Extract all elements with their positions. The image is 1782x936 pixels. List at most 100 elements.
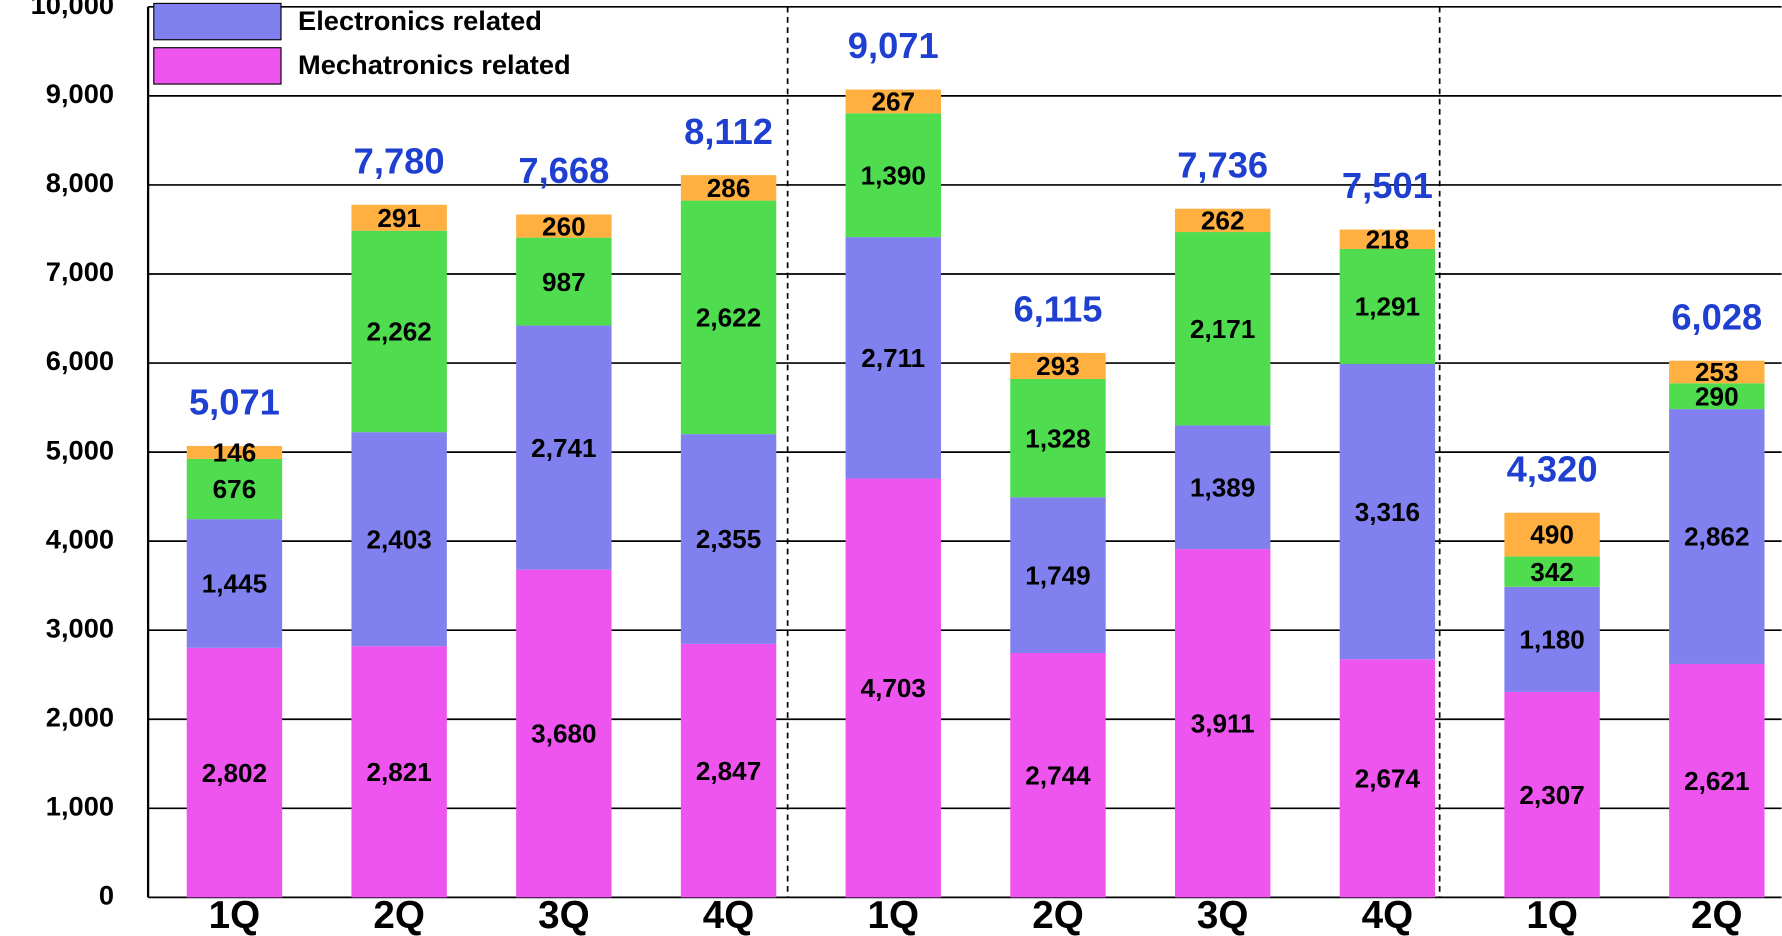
value-label: 987 <box>542 267 586 297</box>
legend-swatch <box>153 47 282 85</box>
value-label: 293 <box>1036 351 1080 381</box>
y-tick-label: 6,000 <box>46 345 114 376</box>
y-tick-label: 8,000 <box>46 167 114 198</box>
y-tick-label: 1,000 <box>46 791 114 822</box>
bar-segment <box>1339 248 1436 364</box>
bar-segment <box>1669 360 1765 384</box>
value-label: 291 <box>377 203 421 233</box>
bar-segment <box>1339 659 1436 898</box>
value-label: 1,328 <box>1025 423 1090 453</box>
value-label: 253 <box>1695 357 1739 387</box>
bar-segment <box>1504 691 1600 898</box>
y-tick-label: 5,000 <box>46 434 114 465</box>
value-label: 2,262 <box>366 317 431 347</box>
value-label: 2,862 <box>1684 522 1749 552</box>
total-label: 7,736 <box>1177 144 1268 185</box>
bar-segment <box>845 113 941 238</box>
value-label: 1,180 <box>1519 625 1584 655</box>
bar-segment <box>1339 363 1436 660</box>
value-label: 2,744 <box>1025 760 1091 790</box>
bar-segment <box>1669 383 1765 410</box>
value-label: 2,802 <box>202 758 267 788</box>
value-label: 676 <box>213 474 257 504</box>
value-label: 2,621 <box>1684 766 1749 796</box>
total-label: 9,071 <box>848 25 939 66</box>
value-label: 2,674 <box>1355 763 1421 793</box>
x-tick-label: 1Q <box>868 894 920 936</box>
y-tick-label: 0 <box>99 880 114 911</box>
value-label: 342 <box>1530 557 1574 587</box>
bar-segment <box>516 325 612 570</box>
bar-segment <box>516 569 612 898</box>
x-tick-label: 4Q <box>703 894 755 936</box>
total-label: 5,071 <box>189 382 280 423</box>
y-tick-label: 4,000 <box>46 523 114 554</box>
bar-segment <box>680 434 777 644</box>
bar-segment <box>1174 549 1271 898</box>
y-tick-label: 9,000 <box>46 78 114 109</box>
bar-segment <box>680 175 777 201</box>
value-label: 3,680 <box>531 719 596 749</box>
value-label: 490 <box>1530 520 1574 550</box>
y-tick-label: 3,000 <box>46 612 114 643</box>
value-label: 1,291 <box>1355 292 1420 322</box>
bar-segment <box>351 432 447 647</box>
bar-segment <box>1504 586 1600 692</box>
value-label: 267 <box>871 87 915 117</box>
bar-segment <box>845 237 941 479</box>
x-tick-label: 4Q <box>1362 894 1414 936</box>
bar-segment <box>845 478 941 898</box>
value-label: 3,911 <box>1191 708 1255 738</box>
bar-segment <box>845 89 941 114</box>
total-label: 7,668 <box>518 150 609 191</box>
bar-segment <box>351 646 447 898</box>
bar-segment <box>1010 352 1106 379</box>
y-tick-label: 2,000 <box>46 701 114 732</box>
x-tick-label: 3Q <box>538 894 590 936</box>
value-label: 146 <box>213 438 257 468</box>
value-label: 1,390 <box>861 160 926 190</box>
value-label: 2,821 <box>366 757 431 787</box>
value-label: 2,741 <box>531 433 596 463</box>
value-label: 262 <box>1201 206 1245 236</box>
bar-segment <box>351 230 447 433</box>
x-tick-label: 2Q <box>1032 894 1084 936</box>
value-label: 2,622 <box>696 303 761 333</box>
total-label: 8,112 <box>684 111 773 152</box>
bar-segment <box>516 214 612 238</box>
bar-segment <box>1010 653 1106 898</box>
y-tick-label: 7,000 <box>46 256 114 287</box>
value-label: 2,171 <box>1190 314 1255 344</box>
bar-segment <box>1669 409 1765 664</box>
value-label: 290 <box>1695 381 1739 411</box>
x-tick-label: 2Q <box>373 894 425 936</box>
bar-segment <box>680 643 777 898</box>
bar-segment <box>1174 425 1271 550</box>
total-label: 4,320 <box>1507 448 1598 489</box>
bar-segment <box>516 237 612 326</box>
bar-segment <box>1504 512 1600 557</box>
legend-label: Mechatronics related <box>298 49 571 80</box>
x-tick-label: 2Q <box>1691 894 1743 936</box>
bar-segment <box>1010 378 1106 498</box>
value-label: 4,703 <box>861 673 926 703</box>
bar-segment <box>1669 663 1765 898</box>
bar-segment <box>1010 497 1106 654</box>
total-label: 6,115 <box>1014 289 1103 330</box>
value-label: 1,445 <box>202 569 267 599</box>
legend-swatch <box>153 2 282 41</box>
value-label: 260 <box>542 211 586 241</box>
value-label: 1,389 <box>1190 472 1255 502</box>
total-label: 7,501 <box>1342 165 1433 206</box>
bar-segment <box>186 647 283 898</box>
total-label: 7,780 <box>354 140 445 181</box>
value-label: 3,316 <box>1355 497 1420 527</box>
x-tick-label: 1Q <box>209 894 261 936</box>
y-tick-label: 10,000 <box>31 0 114 20</box>
value-label: 218 <box>1366 224 1410 254</box>
bar-segment <box>1504 556 1600 587</box>
bar-segment <box>351 204 447 231</box>
bar-segment <box>186 445 283 459</box>
x-tick-label: 1Q <box>1526 894 1578 936</box>
